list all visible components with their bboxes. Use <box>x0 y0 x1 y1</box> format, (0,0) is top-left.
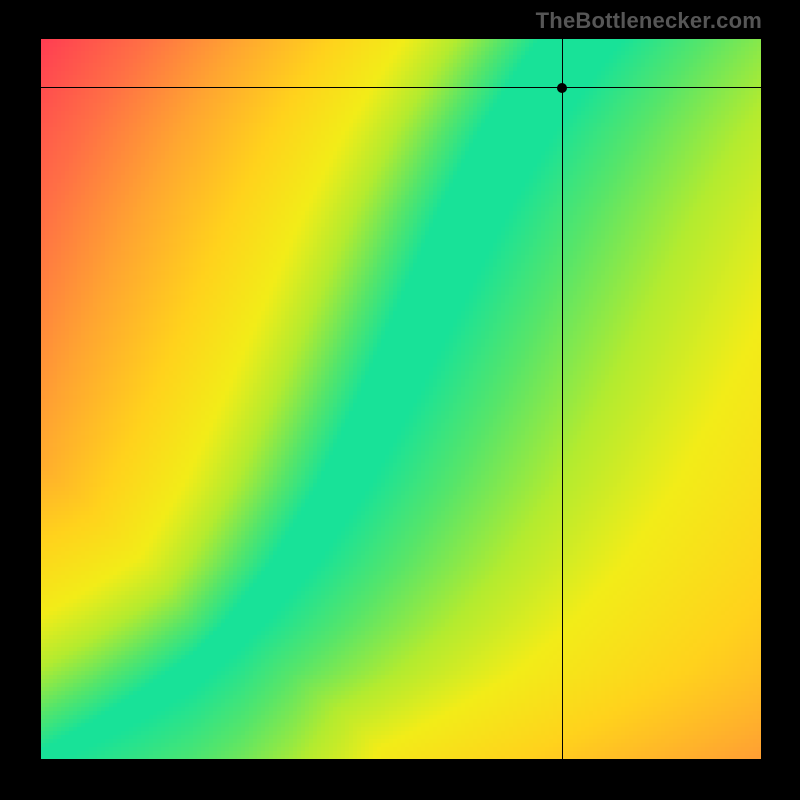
plot-area <box>41 39 761 759</box>
crosshair-vertical <box>562 39 563 759</box>
bottleneck-heatmap <box>41 39 761 759</box>
chart-frame: TheBottlenecker.com <box>0 0 800 800</box>
crosshair-dot <box>557 83 567 93</box>
watermark-text: TheBottlenecker.com <box>536 8 762 34</box>
crosshair-horizontal <box>41 87 761 88</box>
